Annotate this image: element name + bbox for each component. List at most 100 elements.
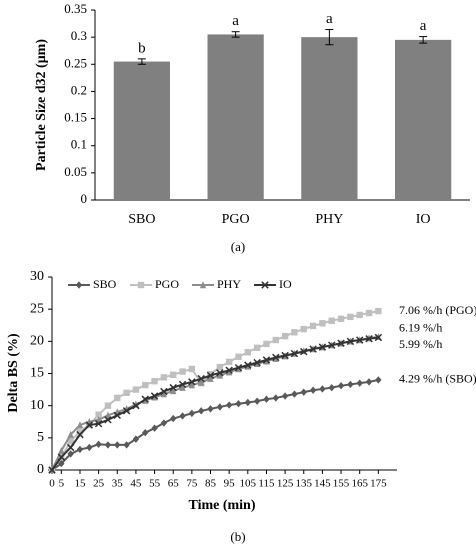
y-tick-label: 0: [37, 462, 44, 477]
series-line: [51, 336, 379, 471]
data-point: [300, 347, 308, 356]
data-point: [85, 421, 94, 429]
x-tick-label: PGO: [222, 212, 250, 227]
data-point: [225, 368, 233, 376]
data-point: [58, 459, 65, 468]
x-tick-label: 85: [205, 478, 217, 490]
data-point: [337, 315, 345, 323]
x-tick-label: 15: [74, 478, 86, 490]
x-axis-label: Time (min): [188, 498, 255, 513]
series-line: [51, 310, 379, 471]
data-point: [179, 383, 186, 391]
data-point: [290, 349, 299, 358]
data-point: [216, 371, 224, 379]
x-tick-label: PHY: [315, 212, 343, 227]
data-point: [262, 356, 271, 364]
data-point: [95, 440, 102, 448]
data-point: [58, 447, 65, 454]
y-tick-label: 0: [81, 191, 88, 206]
data-point: [225, 401, 233, 409]
data-point: [263, 395, 270, 403]
data-point: [188, 378, 196, 386]
data-point: [132, 386, 140, 393]
data-point: [263, 340, 270, 348]
data-point: [142, 428, 149, 437]
data-point: [244, 349, 252, 356]
series-line: [51, 335, 379, 471]
data-point: [170, 414, 177, 423]
data-point: [281, 332, 289, 340]
data-point: [328, 383, 335, 392]
bar: [113, 61, 170, 201]
y-tick-label: 15: [30, 366, 44, 381]
data-point: [365, 378, 373, 386]
x-tick-label: 35: [112, 478, 124, 490]
data-point: [94, 419, 103, 428]
data-point: [235, 400, 242, 408]
data-point: [206, 371, 215, 380]
data-point: [272, 394, 279, 402]
data-point: [319, 385, 326, 393]
data-point: [235, 353, 242, 360]
data-point: [170, 371, 177, 378]
data-point: [76, 430, 84, 439]
y-tick-label: 0.05: [64, 164, 87, 179]
data-point: [281, 351, 289, 360]
data-point: [244, 398, 252, 407]
data-point: [300, 388, 307, 396]
data-point: [197, 378, 205, 386]
y-tick-label: 10: [30, 398, 44, 413]
data-point: [244, 361, 252, 369]
data-point: [272, 353, 280, 362]
caption: (b): [230, 529, 245, 544]
data-point: [151, 424, 158, 432]
data-point: [291, 390, 298, 398]
data-point: [76, 421, 84, 429]
significance-letter: b: [138, 40, 146, 56]
x-tick-label: 65: [168, 478, 180, 490]
data-point: [170, 387, 177, 395]
data-point: [216, 369, 224, 377]
data-point: [300, 325, 307, 333]
data-point: [160, 390, 168, 398]
x-tick-label: 155: [333, 478, 350, 490]
x-tick-label: 95: [224, 478, 236, 490]
data-point: [375, 307, 382, 315]
y-tick-label: 0.35: [64, 1, 87, 16]
data-point: [113, 411, 122, 420]
data-point: [253, 397, 261, 405]
legend-marker: [137, 281, 145, 289]
legend-marker: [261, 281, 269, 289]
x-tick-label: 135: [296, 478, 313, 490]
x-tick-label: 125: [277, 478, 294, 490]
data-point: [104, 411, 112, 419]
legend-label: PGO: [155, 277, 179, 291]
data-point: [319, 320, 326, 327]
caption: (a): [231, 239, 245, 254]
data-point: [216, 363, 224, 371]
y-tick-label: 0.2: [71, 82, 87, 97]
rate-annotation: 6.19 %/h: [399, 321, 442, 335]
legend-marker: [75, 281, 83, 289]
data-point: [67, 437, 74, 445]
data-point: [114, 394, 121, 402]
data-point: [132, 401, 140, 410]
data-point: [188, 409, 196, 418]
x-tick-label: SBO: [128, 212, 155, 227]
data-point: [356, 311, 363, 319]
data-point: [104, 441, 112, 449]
data-point: [188, 365, 196, 373]
data-point: [122, 407, 131, 415]
data-point: [123, 441, 130, 449]
data-point: [179, 368, 186, 375]
legend-marker: [199, 281, 207, 289]
data-point: [188, 381, 196, 389]
data-point: [356, 379, 363, 387]
data-point: [104, 416, 112, 424]
data-point: [207, 405, 214, 413]
x-tick-label: 165: [351, 478, 368, 490]
y-tick-label: 0.25: [64, 55, 87, 70]
data-point: [327, 341, 336, 349]
data-point: [114, 441, 121, 449]
